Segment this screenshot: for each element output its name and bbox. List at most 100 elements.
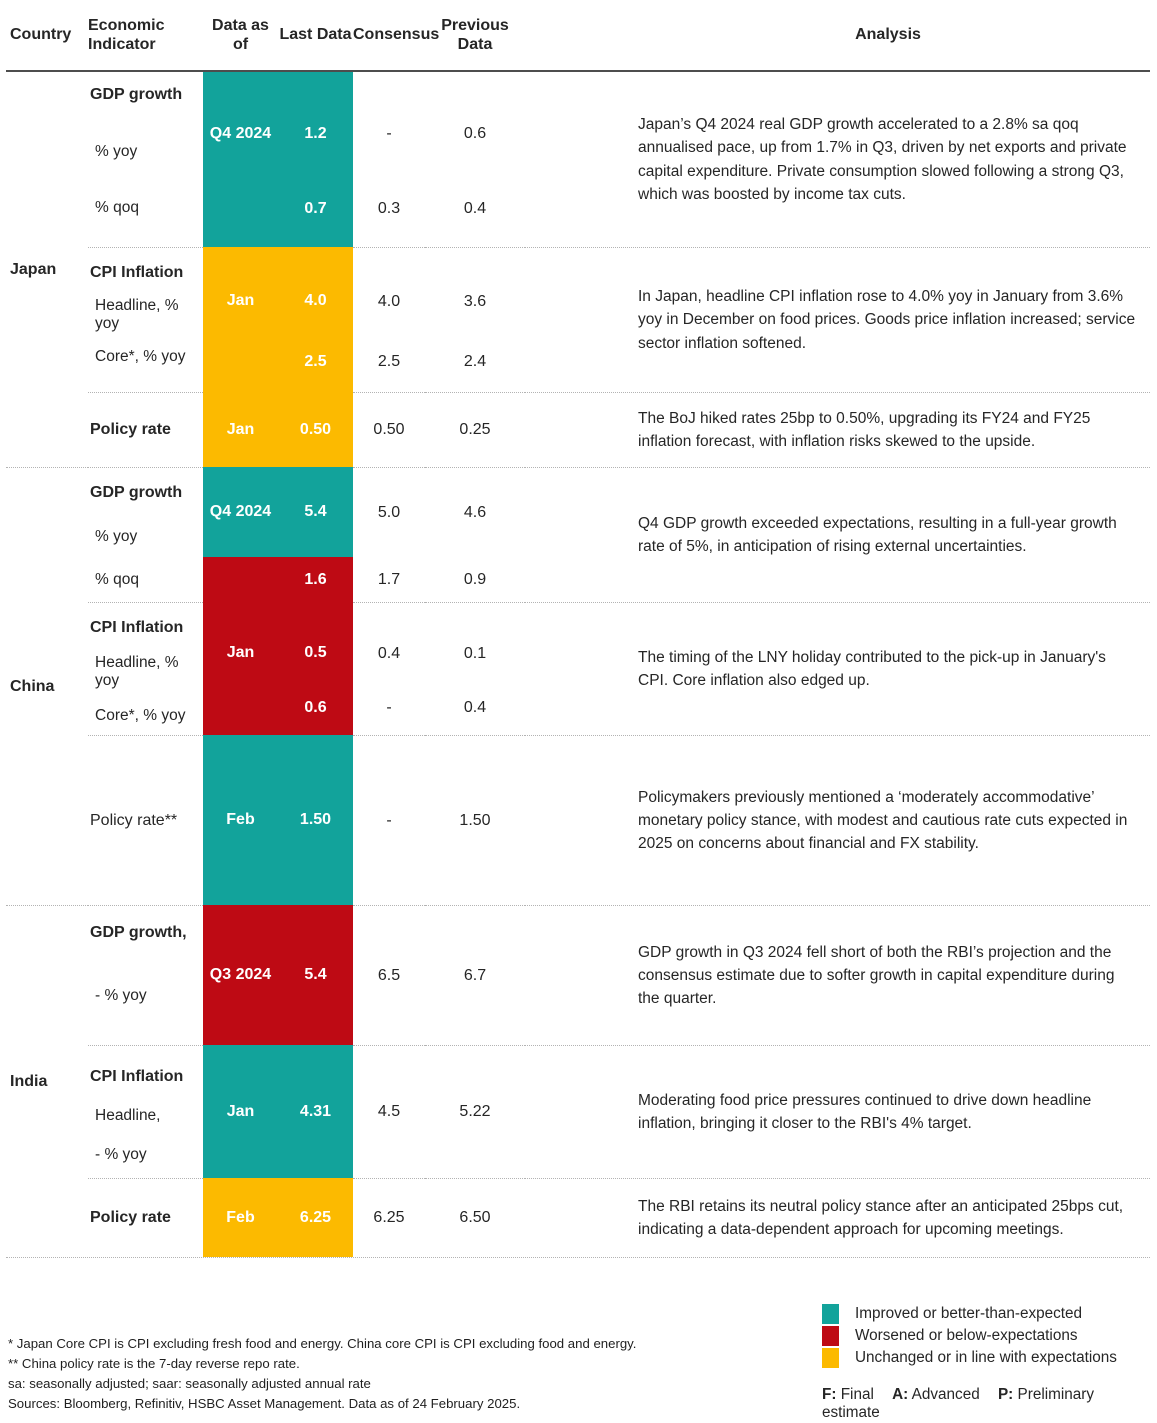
analysis-cell: GDP growth in Q3 2024 fell short of both… bbox=[525, 905, 1150, 1045]
indicator-sub: % qoq bbox=[95, 199, 139, 216]
section-china-gdp: GDP growth % yoy % qoq Q4 2024 5.4 1.6 5… bbox=[88, 467, 1150, 602]
last-data-column: 0.5 0.6 bbox=[278, 602, 353, 735]
previous-data-column: 1.50 bbox=[425, 735, 525, 905]
indicator-title: CPI Inflation bbox=[90, 1068, 184, 1085]
consensus-value: - bbox=[386, 811, 392, 829]
indicator-sub: % yoy bbox=[95, 527, 138, 545]
indicator-cell: Policy rate bbox=[88, 1178, 203, 1257]
header-analysis: Analysis bbox=[855, 26, 921, 44]
legend-label: Unchanged or in line with expectations bbox=[855, 1349, 1117, 1366]
data-as-of-column: Feb bbox=[203, 735, 278, 905]
analysis-cell: Policymakers previously mentioned a ‘mod… bbox=[525, 735, 1150, 905]
indicator-title: CPI Inflation bbox=[90, 264, 184, 281]
indicator-sub: Core*, % yoy bbox=[95, 348, 186, 365]
indicator-sub: - % yoy bbox=[95, 987, 147, 1004]
data-as-of-value: Jan bbox=[203, 1045, 278, 1178]
data-as-of-value bbox=[203, 171, 278, 247]
previous-data-value: 6.7 bbox=[463, 966, 487, 984]
indicator-title: Policy rate bbox=[90, 1209, 171, 1226]
last-data-value: 0.50 bbox=[278, 392, 353, 467]
data-as-of-value bbox=[203, 331, 278, 392]
analysis-cell: Q4 GDP growth exceeded expectations, res… bbox=[525, 467, 1150, 602]
estimate-advanced: A: Advanced bbox=[892, 1386, 980, 1403]
previous-data-column: 0.6 0.4 bbox=[425, 72, 525, 247]
previous-data-column: 6.7 bbox=[425, 905, 525, 1045]
header-country: Country bbox=[10, 26, 72, 44]
data-as-of-value: Feb bbox=[203, 1178, 278, 1257]
last-data-column: 0.50 bbox=[278, 392, 353, 467]
last-data-value: 0.6 bbox=[278, 680, 353, 735]
country-block-china: China GDP growth % yoy % qoq Q4 2024 5.4… bbox=[6, 467, 1150, 905]
analysis-cell: The RBI retains its neutral policy stanc… bbox=[525, 1178, 1150, 1257]
consensus-column: 4.5 bbox=[353, 1045, 425, 1178]
previous-data-value: 0.25 bbox=[459, 421, 491, 438]
last-data-value: 6.25 bbox=[278, 1178, 353, 1257]
analysis-cell: In Japan, headline CPI inflation rose to… bbox=[525, 247, 1150, 392]
last-data-value: 5.4 bbox=[278, 467, 353, 557]
indicator-cell: CPI Inflation Headline, % yoy Core*, % y… bbox=[88, 602, 203, 735]
data-as-of-value: Jan bbox=[203, 602, 278, 681]
indicator-cell: GDP growth % yoy % qoq bbox=[88, 72, 203, 247]
legend-item-improved: Improved or better-than-expected bbox=[822, 1304, 1150, 1324]
consensus-value: 6.25 bbox=[373, 1209, 405, 1226]
previous-data-column: 0.25 bbox=[425, 392, 525, 467]
estimate-final: F: Final bbox=[822, 1386, 874, 1403]
data-as-of-column: Jan bbox=[203, 1045, 278, 1178]
country-block-japan: Japan GDP growth % yoy % qoq Q4 2024 1.2… bbox=[6, 72, 1150, 467]
consensus-column: - 0.3 bbox=[353, 72, 425, 247]
last-data-value: 2.5 bbox=[278, 331, 353, 392]
indicator-sub: Headline, % yoy bbox=[95, 654, 179, 689]
header-economic-indicator: Economic Indicator bbox=[88, 16, 165, 53]
country-label-india: India bbox=[6, 905, 88, 1257]
data-as-of-column: Q4 2024 bbox=[203, 72, 278, 247]
indicator-title: Policy rate bbox=[90, 421, 171, 438]
indicator-cell: Policy rate** bbox=[88, 735, 203, 905]
header-previous-data: Previous Data bbox=[441, 16, 509, 53]
section-india-gdp: GDP growth, - % yoy Q3 2024 5.4 6.5 6.7 bbox=[88, 905, 1150, 1045]
last-data-value: 0.5 bbox=[278, 602, 353, 681]
previous-data-value: 2.4 bbox=[463, 353, 487, 370]
data-as-of-value bbox=[203, 557, 278, 602]
analysis-text: GDP growth in Q3 2024 fell short of both… bbox=[638, 943, 1115, 1008]
data-as-of-value: Jan bbox=[203, 392, 278, 467]
consensus-column: 0.4 - bbox=[353, 602, 425, 735]
section-india-cpi: CPI Inflation Headline, - % yoy Jan 4.31… bbox=[88, 1045, 1150, 1178]
last-data-column: 5.4 1.6 bbox=[278, 467, 353, 602]
indicator-sub: Headline, % yoy bbox=[95, 297, 179, 332]
last-data-column: 4.0 2.5 bbox=[278, 247, 353, 392]
data-as-of-value: Q4 2024 bbox=[203, 467, 278, 557]
data-as-of-column: Jan bbox=[203, 247, 278, 392]
section-china-cpi: CPI Inflation Headline, % yoy Core*, % y… bbox=[88, 602, 1150, 735]
previous-data-value: 0.9 bbox=[463, 570, 487, 588]
indicator-cell: GDP growth, - % yoy bbox=[88, 905, 203, 1045]
consensus-value: 0.4 bbox=[377, 645, 401, 662]
consensus-value: 1.7 bbox=[377, 570, 401, 588]
header-data-as-of: Data as of bbox=[212, 16, 269, 53]
consensus-value: - bbox=[386, 699, 392, 716]
country-block-india: India GDP growth, - % yoy Q3 2024 5.4 6.… bbox=[6, 905, 1150, 1257]
header-last-data: Last Data bbox=[279, 26, 352, 44]
data-as-of-value: Q4 2024 bbox=[203, 72, 278, 172]
indicators-table: Japan GDP growth % yoy % qoq Q4 2024 1.2… bbox=[6, 72, 1150, 1258]
section-japan-gdp: GDP growth % yoy % qoq Q4 2024 1.2 0.7 - bbox=[88, 72, 1150, 247]
footnote-core-cpi: * Japan Core CPI is CPI excluding fresh … bbox=[8, 1336, 637, 1351]
analysis-cell: Moderating food price pressures continue… bbox=[525, 1045, 1150, 1178]
legend-swatch-improved bbox=[822, 1304, 839, 1324]
indicator-sub: Core*, % yoy bbox=[95, 707, 186, 724]
estimate-preliminary: P: Preliminary estimate bbox=[822, 1386, 1095, 1421]
analysis-cell: The BoJ hiked rates 25bp to 0.50%, upgra… bbox=[525, 392, 1150, 467]
legend-swatch-unchanged bbox=[822, 1348, 839, 1368]
analysis-text: Japan’s Q4 2024 real GDP growth accelera… bbox=[638, 116, 1127, 203]
consensus-value: 4.5 bbox=[377, 1103, 401, 1120]
previous-data-value: 0.4 bbox=[463, 200, 487, 218]
last-data-value: 1.50 bbox=[278, 735, 353, 905]
previous-data-value: 0.1 bbox=[463, 645, 487, 662]
previous-data-value: 6.50 bbox=[459, 1209, 491, 1226]
data-as-of-value bbox=[203, 680, 278, 735]
section-china-policy-rate: Policy rate** Feb 1.50 - 1.50 bbox=[88, 735, 1150, 905]
last-data-value: 5.4 bbox=[278, 905, 353, 1045]
footer: * Japan Core CPI is CPI excluding fresh … bbox=[6, 1258, 1150, 1423]
country-label-japan: Japan bbox=[10, 260, 57, 278]
footnote-sa-saar: sa: seasonally adjusted; saar: seasonall… bbox=[8, 1376, 371, 1391]
